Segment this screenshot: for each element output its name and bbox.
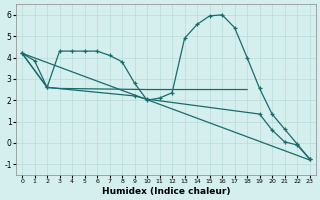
X-axis label: Humidex (Indice chaleur): Humidex (Indice chaleur) bbox=[101, 187, 230, 196]
